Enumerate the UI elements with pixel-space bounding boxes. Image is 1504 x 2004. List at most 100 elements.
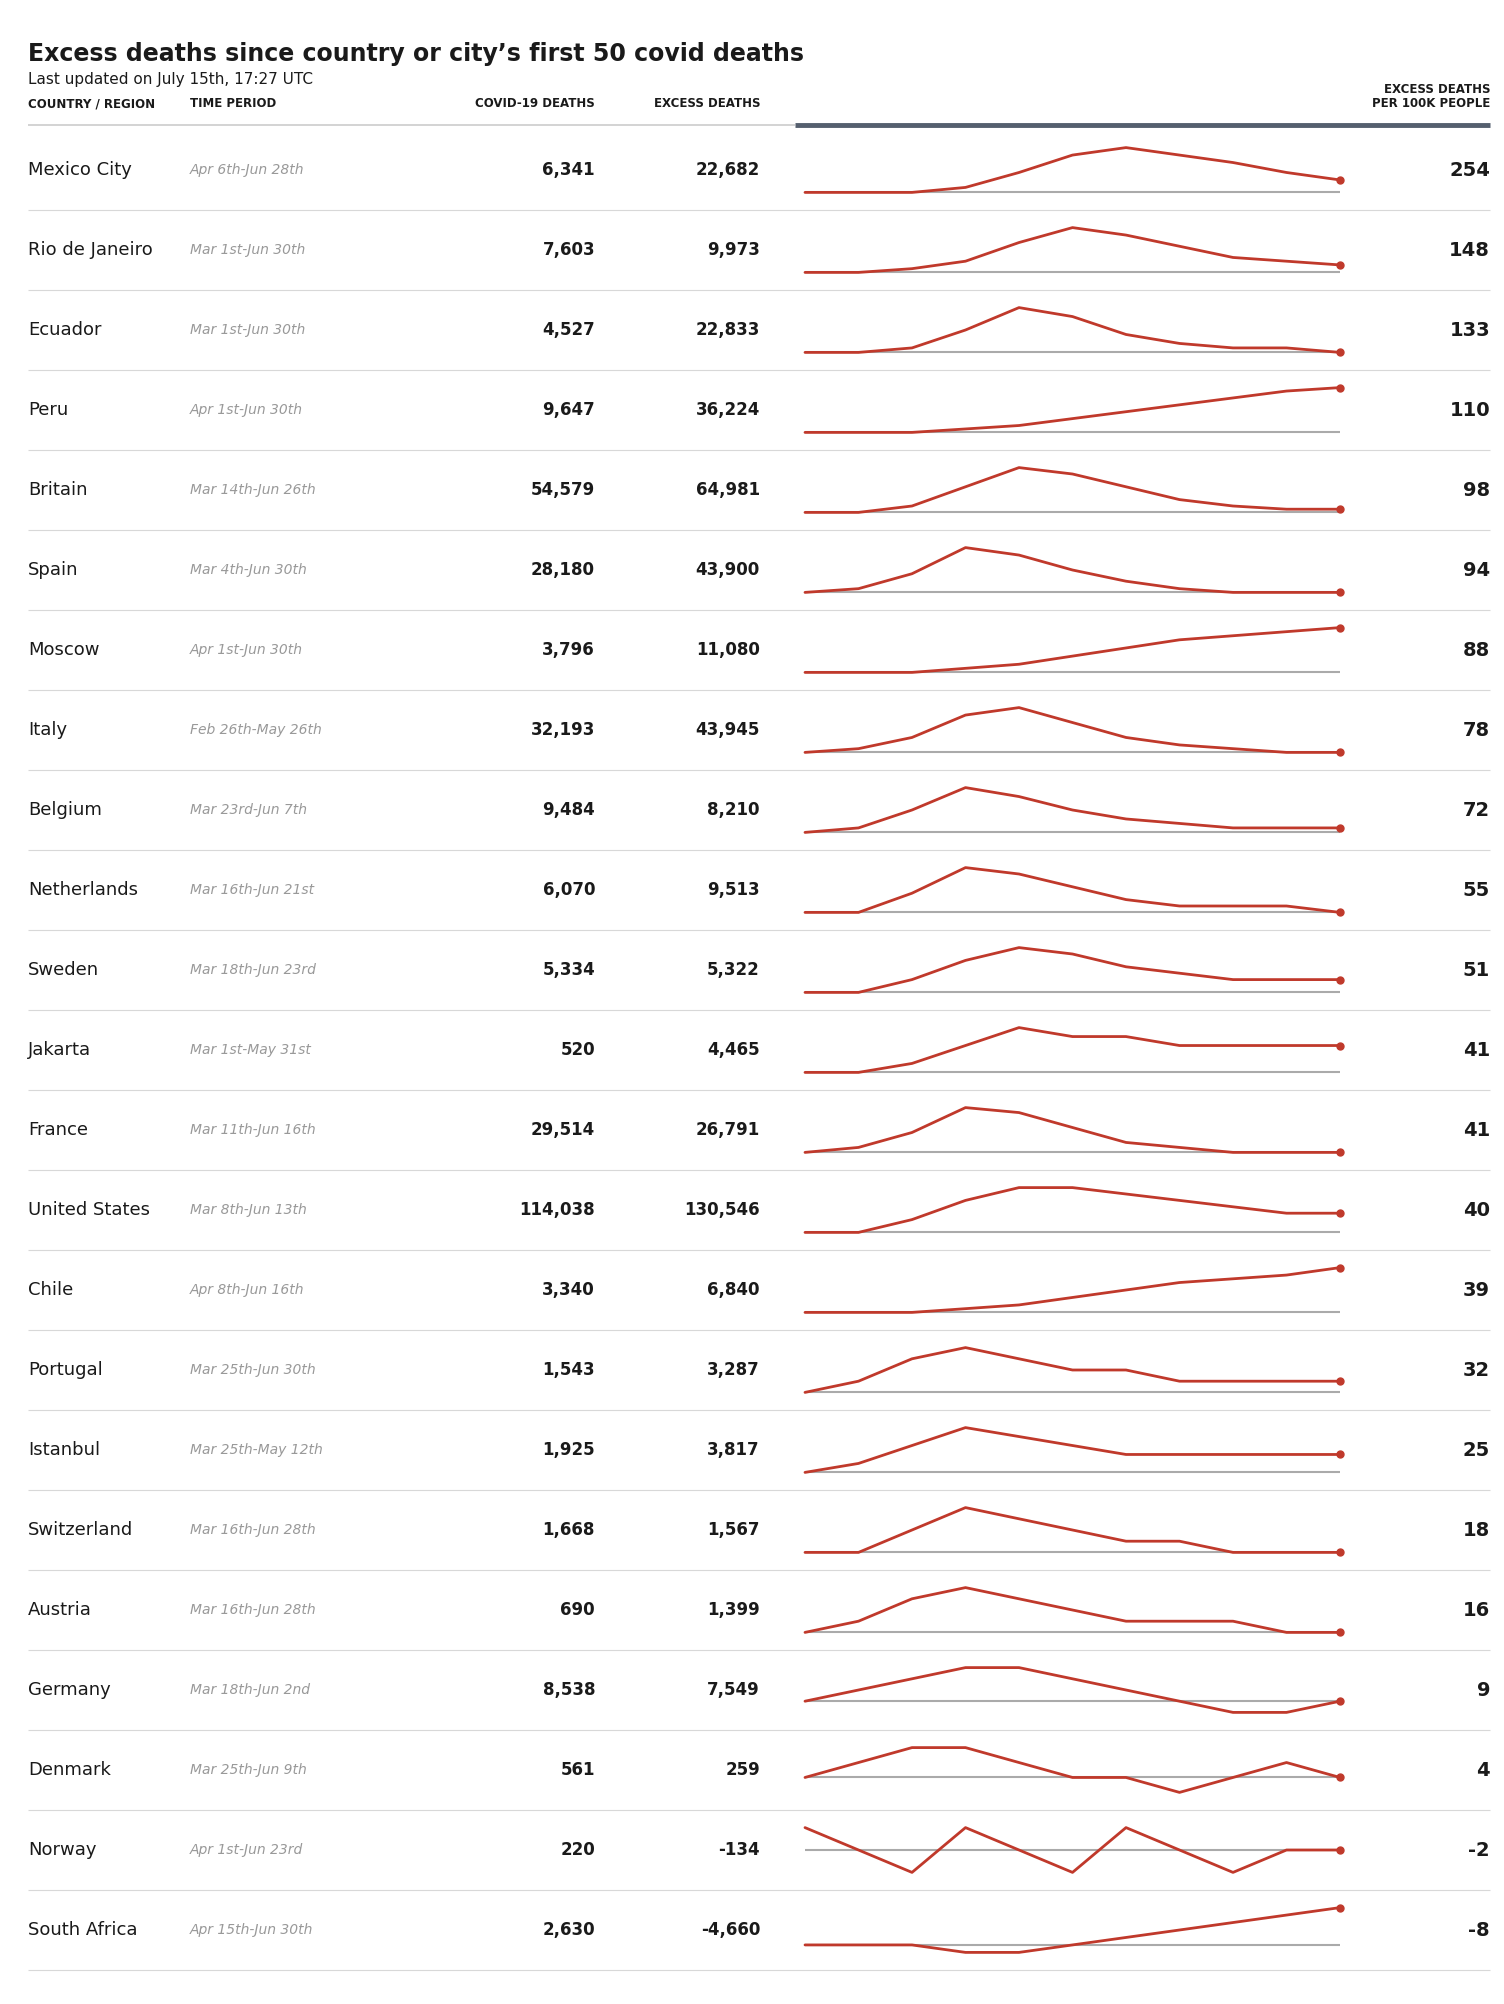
Text: 3,287: 3,287 xyxy=(707,1361,760,1379)
Text: 5,334: 5,334 xyxy=(543,962,596,980)
Text: Mar 1st-May 31st: Mar 1st-May 31st xyxy=(190,1042,311,1056)
Text: Mar 11th-Jun 16th: Mar 11th-Jun 16th xyxy=(190,1122,316,1136)
Text: 98: 98 xyxy=(1463,481,1490,499)
Text: 1,543: 1,543 xyxy=(543,1361,596,1379)
Text: United States: United States xyxy=(29,1200,150,1218)
Text: South Africa: South Africa xyxy=(29,1922,137,1940)
Text: Rio de Janeiro: Rio de Janeiro xyxy=(29,240,153,259)
Text: Apr 1st-Jun 30th: Apr 1st-Jun 30th xyxy=(190,403,302,417)
Text: 1,399: 1,399 xyxy=(707,1601,760,1619)
Text: -2: -2 xyxy=(1468,1840,1490,1860)
Text: Ecuador: Ecuador xyxy=(29,321,101,339)
Text: 148: 148 xyxy=(1450,240,1490,259)
Text: Apr 1st-Jun 23rd: Apr 1st-Jun 23rd xyxy=(190,1844,304,1858)
Text: Britain: Britain xyxy=(29,481,87,499)
Text: Jakarta: Jakarta xyxy=(29,1040,92,1058)
Text: Mar 16th-Jun 28th: Mar 16th-Jun 28th xyxy=(190,1603,316,1617)
Text: Switzerland: Switzerland xyxy=(29,1521,134,1539)
Text: -4,660: -4,660 xyxy=(701,1922,760,1940)
Text: 9,973: 9,973 xyxy=(707,240,760,259)
Text: 3,796: 3,796 xyxy=(543,641,596,659)
Text: 54,579: 54,579 xyxy=(531,481,596,499)
Text: 64,981: 64,981 xyxy=(696,481,760,499)
Text: 133: 133 xyxy=(1450,321,1490,339)
Text: Belgium: Belgium xyxy=(29,802,102,820)
Text: 25: 25 xyxy=(1463,1441,1490,1459)
Text: Mar 1st-Jun 30th: Mar 1st-Jun 30th xyxy=(190,242,305,257)
Text: 39: 39 xyxy=(1463,1281,1490,1299)
Text: Mar 1st-Jun 30th: Mar 1st-Jun 30th xyxy=(190,323,305,337)
Text: 2,630: 2,630 xyxy=(543,1922,596,1940)
Text: Chile: Chile xyxy=(29,1281,74,1299)
Text: 4,465: 4,465 xyxy=(707,1040,760,1058)
Text: 130,546: 130,546 xyxy=(684,1200,760,1218)
Text: Istanbul: Istanbul xyxy=(29,1441,101,1459)
Text: Mar 18th-Jun 23rd: Mar 18th-Jun 23rd xyxy=(190,964,316,978)
Text: 1,668: 1,668 xyxy=(543,1521,596,1539)
Text: 5,322: 5,322 xyxy=(707,962,760,980)
Text: 94: 94 xyxy=(1463,561,1490,579)
Text: 26,791: 26,791 xyxy=(696,1120,760,1138)
Text: 254: 254 xyxy=(1450,160,1490,180)
Text: 110: 110 xyxy=(1450,401,1490,419)
Text: Mar 8th-Jun 13th: Mar 8th-Jun 13th xyxy=(190,1202,307,1216)
Text: Mar 4th-Jun 30th: Mar 4th-Jun 30th xyxy=(190,563,307,577)
Text: 561: 561 xyxy=(561,1762,596,1780)
Text: 41: 41 xyxy=(1463,1120,1490,1140)
Text: 7,603: 7,603 xyxy=(543,240,596,259)
Text: 6,840: 6,840 xyxy=(707,1281,760,1299)
Text: 1,925: 1,925 xyxy=(543,1441,596,1459)
Text: Moscow: Moscow xyxy=(29,641,99,659)
Text: Mar 16th-Jun 28th: Mar 16th-Jun 28th xyxy=(190,1523,316,1537)
Text: 8,538: 8,538 xyxy=(543,1681,596,1699)
Text: COVID-19 DEATHS: COVID-19 DEATHS xyxy=(475,96,596,110)
Text: 55: 55 xyxy=(1463,880,1490,900)
Text: Mar 25th-Jun 9th: Mar 25th-Jun 9th xyxy=(190,1764,307,1778)
Text: Mar 25th-Jun 30th: Mar 25th-Jun 30th xyxy=(190,1363,316,1377)
Text: Last updated on July 15th, 17:27 UTC: Last updated on July 15th, 17:27 UTC xyxy=(29,72,313,86)
Text: 9,484: 9,484 xyxy=(543,802,596,820)
Text: 16: 16 xyxy=(1463,1601,1490,1619)
Text: Denmark: Denmark xyxy=(29,1762,111,1780)
Text: 32,193: 32,193 xyxy=(531,721,596,739)
Text: 36,224: 36,224 xyxy=(696,401,760,419)
Text: 7,549: 7,549 xyxy=(707,1681,760,1699)
Text: EXCESS DEATHS: EXCESS DEATHS xyxy=(654,96,760,110)
Text: Mar 23rd-Jun 7th: Mar 23rd-Jun 7th xyxy=(190,804,307,818)
Text: 114,038: 114,038 xyxy=(519,1200,596,1218)
Text: 8,210: 8,210 xyxy=(707,802,760,820)
Text: 18: 18 xyxy=(1463,1521,1490,1539)
Text: 43,900: 43,900 xyxy=(696,561,760,579)
Text: Italy: Italy xyxy=(29,721,68,739)
Text: Portugal: Portugal xyxy=(29,1361,102,1379)
Text: 259: 259 xyxy=(725,1762,760,1780)
Text: 520: 520 xyxy=(561,1040,596,1058)
Text: 43,945: 43,945 xyxy=(696,721,760,739)
Text: 78: 78 xyxy=(1463,721,1490,739)
Text: 22,682: 22,682 xyxy=(696,160,760,178)
Text: PER 100K PEOPLE: PER 100K PEOPLE xyxy=(1372,96,1490,110)
Text: -8: -8 xyxy=(1468,1920,1490,1940)
Text: 88: 88 xyxy=(1463,641,1490,659)
Text: Apr 1st-Jun 30th: Apr 1st-Jun 30th xyxy=(190,643,302,657)
Text: Apr 8th-Jun 16th: Apr 8th-Jun 16th xyxy=(190,1283,304,1297)
Text: Norway: Norway xyxy=(29,1842,96,1860)
Text: 3,817: 3,817 xyxy=(707,1441,760,1459)
Text: 51: 51 xyxy=(1463,960,1490,980)
Text: Spain: Spain xyxy=(29,561,78,579)
Text: 3,340: 3,340 xyxy=(543,1281,596,1299)
Text: Feb 26th-May 26th: Feb 26th-May 26th xyxy=(190,723,322,737)
Text: 9,513: 9,513 xyxy=(707,882,760,900)
Text: 4,527: 4,527 xyxy=(543,321,596,339)
Text: 40: 40 xyxy=(1463,1200,1490,1220)
Text: -134: -134 xyxy=(719,1842,760,1860)
Text: 32: 32 xyxy=(1463,1361,1490,1379)
Text: 41: 41 xyxy=(1463,1040,1490,1060)
Text: 6,341: 6,341 xyxy=(543,160,596,178)
Text: 72: 72 xyxy=(1463,800,1490,820)
Text: Austria: Austria xyxy=(29,1601,92,1619)
Text: 9: 9 xyxy=(1477,1681,1490,1699)
Text: Mexico City: Mexico City xyxy=(29,160,132,178)
Text: 28,180: 28,180 xyxy=(531,561,596,579)
Text: Netherlands: Netherlands xyxy=(29,882,138,900)
